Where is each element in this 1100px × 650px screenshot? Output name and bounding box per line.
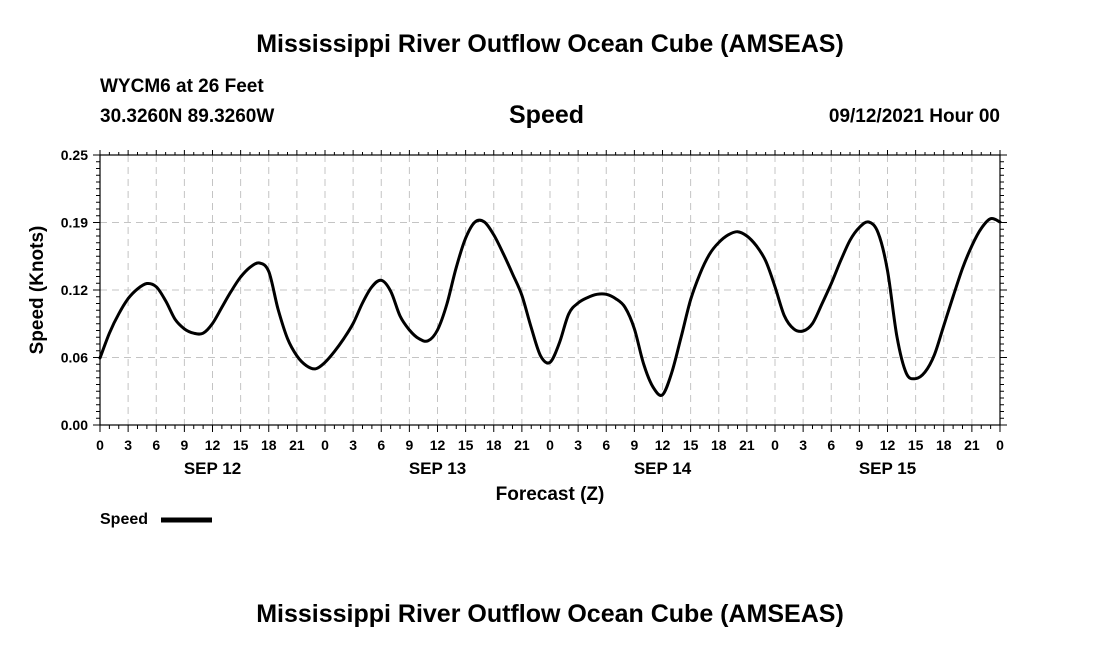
x-tick-label: 0 [771,437,779,453]
y-tick-label: 0.06 [61,350,88,366]
variable-title: Speed [509,101,585,129]
x-tick-label: 15 [683,437,699,453]
x-day-label: SEP 14 [634,459,692,478]
x-tick-label: 18 [486,437,502,453]
y-axis-ticks: 0.00 0.06 0.12 0.19 0.25 [61,147,1007,433]
x-tick-label: 9 [630,437,638,453]
x-tick-label: 0 [321,437,329,453]
x-tick-label: 18 [936,437,952,453]
x-tick-label: 6 [377,437,385,453]
chart-title-top: Mississippi River Outflow Ocean Cube (AM… [256,30,844,58]
x-day-label: SEP 12 [184,459,241,478]
x-tick-label: 9 [180,437,188,453]
legend: Speed [100,511,212,528]
x-tick-label: 18 [261,437,277,453]
x-tick-label: 0 [996,437,1004,453]
x-tick-label: 12 [205,437,221,453]
x-tick-label: 15 [908,437,924,453]
y-tick-label: 0.00 [61,417,88,433]
forecast-date: 09/12/2021 Hour 00 [828,106,1000,127]
x-tick-label: 6 [602,437,610,453]
series-line-speed [98,217,1002,397]
chart-title-bottom: Mississippi River Outflow Ocean Cube (AM… [256,600,844,628]
x-tick-label: 0 [546,437,554,453]
x-tick-label: 15 [458,437,474,453]
x-axis-label: Forecast (Z) [496,484,605,505]
x-tick-label: 9 [855,437,863,453]
x-tick-label: 0 [96,437,104,453]
coordinates-label: 30.3260N 89.3260W [100,106,275,127]
legend-label: Speed [100,511,148,528]
x-day-label: SEP 15 [859,459,916,478]
x-tick-label: 21 [514,437,530,453]
x-tick-label: 21 [964,437,980,453]
gridlines [100,155,1000,425]
x-tick-label: 6 [152,437,160,453]
x-tick-label: 3 [124,437,132,453]
x-axis-ticks: 0 3 6 9 12 15 18 21 0 3 6 9 12 15 18 21 0 3 6 9 12 15 18 21 0 3 6 9… [96,150,1004,478]
x-tick-label: 3 [799,437,807,453]
x-tick-label: 12 [430,437,446,453]
x-tick-label: 9 [405,437,413,453]
x-tick-label: 15 [233,437,249,453]
y-tick-label: 0.19 [61,215,88,231]
y-axis-label: Speed (Knots) [27,226,48,355]
x-day-label: SEP 13 [409,459,466,478]
x-tick-label: 3 [574,437,582,453]
station-label: WYCM6 at 26 Feet [100,76,264,97]
x-tick-label: 21 [289,437,305,453]
x-tick-label: 12 [655,437,671,453]
y-tick-label: 0.25 [61,147,88,163]
x-tick-label: 21 [739,437,755,453]
x-tick-label: 12 [880,437,896,453]
x-tick-label: 18 [711,437,727,453]
x-tick-label: 3 [349,437,357,453]
minor-ticks [96,152,1004,429]
x-tick-label: 6 [827,437,835,453]
y-tick-label: 0.12 [61,282,88,298]
